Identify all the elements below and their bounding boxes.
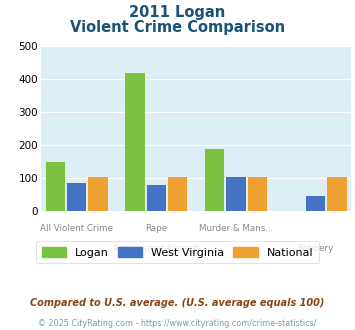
Text: © 2025 CityRating.com - https://www.cityrating.com/crime-statistics/: © 2025 CityRating.com - https://www.city… <box>38 319 317 328</box>
Bar <box>247 177 267 211</box>
Bar <box>46 162 65 211</box>
Bar <box>226 177 246 211</box>
Legend: Logan, West Virginia, National: Logan, West Virginia, National <box>36 241 319 263</box>
Bar <box>147 185 166 211</box>
Bar <box>125 73 145 211</box>
Bar <box>168 177 187 211</box>
Text: Rape: Rape <box>145 224 168 233</box>
Bar <box>205 148 224 211</box>
Text: All Violent Crime: All Violent Crime <box>40 224 113 233</box>
Bar <box>67 183 87 211</box>
Bar <box>88 177 108 211</box>
Text: Violent Crime Comparison: Violent Crime Comparison <box>70 20 285 35</box>
Text: Aggravated Assault: Aggravated Assault <box>113 244 199 253</box>
Bar <box>306 196 325 211</box>
Bar <box>327 177 346 211</box>
Text: Compared to U.S. average. (U.S. average equals 100): Compared to U.S. average. (U.S. average … <box>30 298 325 308</box>
Text: Robbery: Robbery <box>297 244 334 253</box>
Text: 2011 Logan: 2011 Logan <box>129 5 226 20</box>
Text: Murder & Mans...: Murder & Mans... <box>199 224 273 233</box>
